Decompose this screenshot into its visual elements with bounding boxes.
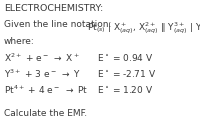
Text: Pt$^{4+}$ + 4 e$^-$ $\rightarrow$ Pt: Pt$^{4+}$ + 4 e$^-$ $\rightarrow$ Pt (4, 84, 88, 96)
Text: where:: where: (4, 37, 35, 46)
Text: Given the line notation:: Given the line notation: (4, 20, 111, 29)
Text: E$^\circ$ = 0.94 V: E$^\circ$ = 0.94 V (97, 52, 154, 63)
Text: Y$^{3+}$ + 3 e$^-$ $\rightarrow$ Y: Y$^{3+}$ + 3 e$^-$ $\rightarrow$ Y (4, 68, 81, 80)
Text: E$^\circ$ = 1.20 V: E$^\circ$ = 1.20 V (97, 84, 153, 95)
Text: ELECTROCHEMISTRY:: ELECTROCHEMISTRY: (4, 4, 103, 13)
Text: X$^{2+}$ + e$^-$ $\rightarrow$ X$^+$: X$^{2+}$ + e$^-$ $\rightarrow$ X$^+$ (4, 52, 80, 64)
Text: Calculate the EMF.: Calculate the EMF. (4, 109, 87, 118)
Text: Pt$_{(s)}$ | X$^+_{(aq)}$, X$^{2+}_{(aq)}$ $\|$ Y$^{3+}_{(aq)}$ | Y$_{(s)}$: Pt$_{(s)}$ | X$^+_{(aq)}$, X$^{2+}_{(aq)… (87, 20, 200, 36)
Text: E$^\circ$ = -2.71 V: E$^\circ$ = -2.71 V (97, 68, 156, 79)
